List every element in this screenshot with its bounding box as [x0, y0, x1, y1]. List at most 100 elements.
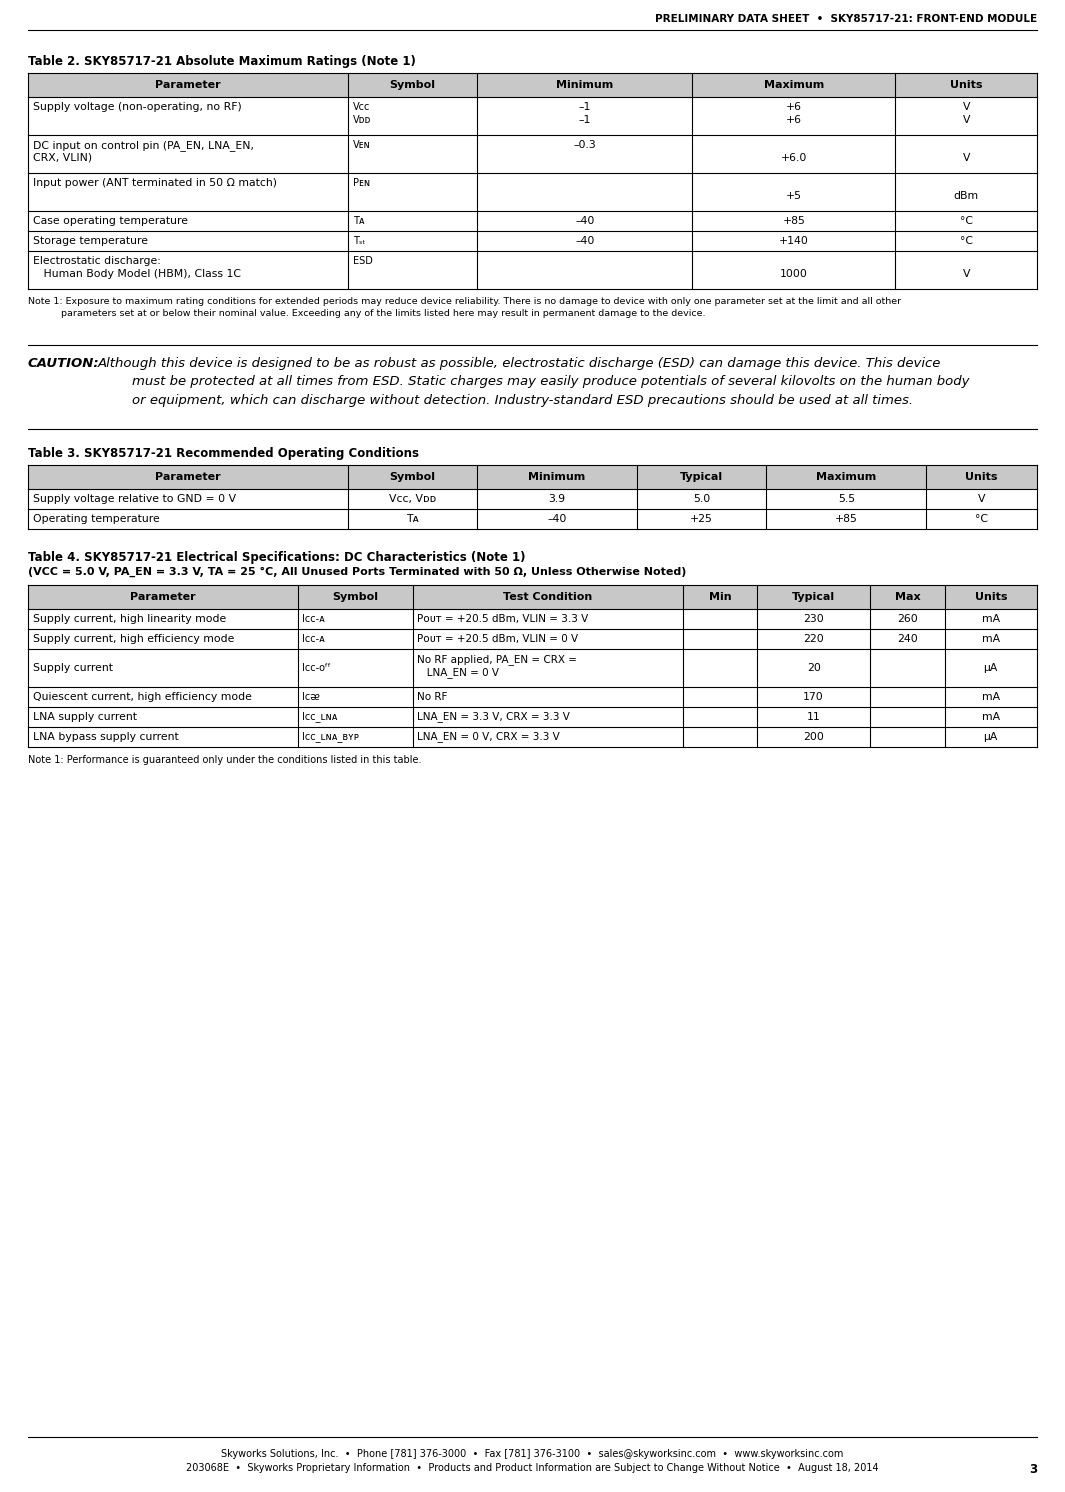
Text: mA: mA — [982, 692, 1000, 703]
Text: Skyworks Solutions, Inc.  •  Phone [781] 376-3000  •  Fax [781] 376-3100  •  sal: Skyworks Solutions, Inc. • Phone [781] 3… — [222, 1449, 843, 1459]
Text: (VCC = 5.0 V, PA_EN = 3.3 V, TA = 25 °C, All Unused Ports Terminated with 50 Ω, : (VCC = 5.0 V, PA_EN = 3.3 V, TA = 25 °C,… — [28, 567, 686, 577]
Text: Parameter: Parameter — [155, 471, 220, 482]
Text: Vᴅᴅ: Vᴅᴅ — [353, 115, 372, 125]
Text: Parameter: Parameter — [130, 592, 196, 601]
Text: –0.3: –0.3 — [573, 140, 596, 151]
Text: Maximum: Maximum — [816, 471, 876, 482]
Text: V: V — [978, 494, 985, 504]
Bar — [28, 466, 1037, 489]
Text: Iᴄᴄ-ᴀ: Iᴄᴄ-ᴀ — [301, 615, 325, 624]
Text: +25: +25 — [690, 515, 714, 524]
Text: Quiescent current, high efficiency mode: Quiescent current, high efficiency mode — [33, 692, 252, 703]
Text: Table 4. SKY85717-21 Electrical Specifications: DC Characteristics (Note 1): Table 4. SKY85717-21 Electrical Specific… — [28, 551, 525, 564]
Text: 20: 20 — [806, 662, 820, 673]
Text: °C: °C — [976, 515, 988, 524]
Text: DC input on control pin (PA_EN, LNA_EN,: DC input on control pin (PA_EN, LNA_EN, — [33, 140, 253, 151]
Text: ESD: ESD — [353, 257, 373, 266]
Text: +6: +6 — [786, 115, 802, 125]
Text: Iᴄᴄ_ʟɴᴀ_ʙʏᴘ: Iᴄᴄ_ʟɴᴀ_ʙʏᴘ — [301, 731, 359, 743]
Text: Iᴄᴄ_ʟɴᴀ: Iᴄᴄ_ʟɴᴀ — [301, 712, 338, 722]
Text: Iᴄᴄ-ᴀ: Iᴄᴄ-ᴀ — [301, 634, 325, 645]
Text: V: V — [963, 269, 970, 279]
Text: °C: °C — [960, 216, 972, 225]
Text: Vᴄᴄ, Vᴅᴅ: Vᴄᴄ, Vᴅᴅ — [389, 494, 437, 504]
Text: +85: +85 — [783, 216, 805, 225]
Text: 3.9: 3.9 — [548, 494, 566, 504]
Text: Min: Min — [708, 592, 732, 601]
Text: CAUTION:: CAUTION: — [28, 357, 100, 370]
Text: Parameter: Parameter — [155, 81, 220, 90]
Text: Vᴇɴ: Vᴇɴ — [353, 140, 371, 151]
Text: V: V — [963, 115, 970, 125]
Text: mA: mA — [982, 634, 1000, 645]
Text: +85: +85 — [835, 515, 857, 524]
Bar — [28, 585, 1037, 609]
Text: Vᴄᴄ: Vᴄᴄ — [353, 101, 371, 112]
Text: 5.5: 5.5 — [838, 494, 855, 504]
Text: No RF: No RF — [417, 692, 447, 703]
Text: +5: +5 — [786, 191, 802, 201]
Text: 230: 230 — [803, 615, 824, 624]
Text: LNA bypass supply current: LNA bypass supply current — [33, 733, 179, 742]
Text: V: V — [963, 154, 970, 163]
Text: LNA_EN = 0 V: LNA_EN = 0 V — [417, 667, 499, 677]
Text: 3: 3 — [1029, 1464, 1037, 1476]
Text: Although this device is designed to be as robust as possible, electrostatic disc: Although this device is designed to be a… — [98, 357, 969, 407]
Text: 203068E  •  Skyworks Proprietary Information  •  Products and Product Informatio: 203068E • Skyworks Proprietary Informati… — [186, 1464, 879, 1473]
Text: LNA_EN = 3.3 V, CRX = 3.3 V: LNA_EN = 3.3 V, CRX = 3.3 V — [417, 712, 570, 722]
Text: CRX, VLIN): CRX, VLIN) — [33, 154, 93, 163]
Text: °C: °C — [960, 236, 972, 246]
Text: Units: Units — [950, 81, 983, 90]
Text: 240: 240 — [897, 634, 918, 645]
Text: 11: 11 — [807, 712, 820, 722]
Text: 220: 220 — [803, 634, 824, 645]
Text: Supply voltage relative to GND = 0 V: Supply voltage relative to GND = 0 V — [33, 494, 236, 504]
Text: Supply voltage (non-operating, no RF): Supply voltage (non-operating, no RF) — [33, 101, 242, 112]
Text: Iᴄᴄ-ᴏᶠᶠ: Iᴄᴄ-ᴏᶠᶠ — [301, 662, 330, 673]
Text: μA: μA — [984, 733, 998, 742]
Text: Tᴀ: Tᴀ — [353, 216, 364, 225]
Text: –40: –40 — [575, 216, 594, 225]
Text: LNA_EN = 0 V, CRX = 3.3 V: LNA_EN = 0 V, CRX = 3.3 V — [417, 731, 560, 743]
Text: PRELIMINARY DATA SHEET  •  SKY85717-21: FRONT-END MODULE: PRELIMINARY DATA SHEET • SKY85717-21: FR… — [655, 13, 1037, 24]
Text: Iᴄᴂ: Iᴄᴂ — [301, 692, 320, 703]
Text: LNA supply current: LNA supply current — [33, 712, 137, 722]
Text: 200: 200 — [803, 733, 824, 742]
Text: μA: μA — [984, 662, 998, 673]
Text: Case operating temperature: Case operating temperature — [33, 216, 189, 225]
Text: Tₛₜ: Tₛₜ — [353, 236, 365, 246]
Text: Typical: Typical — [681, 471, 723, 482]
Text: 260: 260 — [897, 615, 918, 624]
Text: Operating temperature: Operating temperature — [33, 515, 160, 524]
Text: 1000: 1000 — [780, 269, 808, 279]
Text: Max: Max — [895, 592, 920, 601]
Text: –1: –1 — [578, 101, 591, 112]
Text: Supply current, high efficiency mode: Supply current, high efficiency mode — [33, 634, 234, 645]
Text: 170: 170 — [803, 692, 824, 703]
Text: Note 1: Exposure to maximum rating conditions for extended periods may reduce de: Note 1: Exposure to maximum rating condi… — [28, 297, 901, 318]
Text: Maximum: Maximum — [764, 81, 824, 90]
Text: Table 2. SKY85717-21 Absolute Maximum Ratings (Note 1): Table 2. SKY85717-21 Absolute Maximum Ra… — [28, 55, 415, 69]
Text: Symbol: Symbol — [332, 592, 378, 601]
Text: Tᴀ: Tᴀ — [406, 515, 419, 524]
Text: Human Body Model (HBM), Class 1C: Human Body Model (HBM), Class 1C — [33, 269, 241, 279]
Text: Storage temperature: Storage temperature — [33, 236, 148, 246]
Text: Table 3. SKY85717-21 Recommended Operating Conditions: Table 3. SKY85717-21 Recommended Operati… — [28, 448, 419, 460]
Bar — [28, 73, 1037, 97]
Text: mA: mA — [982, 615, 1000, 624]
Text: Supply current: Supply current — [33, 662, 113, 673]
Text: +140: +140 — [779, 236, 809, 246]
Text: Input power (ANT terminated in 50 Ω match): Input power (ANT terminated in 50 Ω matc… — [33, 178, 277, 188]
Text: Note 1: Performance is guaranteed only under the conditions listed in this table: Note 1: Performance is guaranteed only u… — [28, 755, 422, 765]
Text: Symbol: Symbol — [390, 81, 436, 90]
Text: Electrostatic discharge:: Electrostatic discharge: — [33, 257, 161, 266]
Text: Test Condition: Test Condition — [504, 592, 592, 601]
Text: Supply current, high linearity mode: Supply current, high linearity mode — [33, 615, 226, 624]
Text: Units: Units — [965, 471, 998, 482]
Text: V: V — [963, 101, 970, 112]
Text: –40: –40 — [575, 236, 594, 246]
Text: –1: –1 — [578, 115, 591, 125]
Text: Minimum: Minimum — [556, 81, 613, 90]
Text: Pᴏᴜᴛ = +20.5 dBm, VLIN = 3.3 V: Pᴏᴜᴛ = +20.5 dBm, VLIN = 3.3 V — [417, 615, 588, 624]
Text: 5.0: 5.0 — [693, 494, 710, 504]
